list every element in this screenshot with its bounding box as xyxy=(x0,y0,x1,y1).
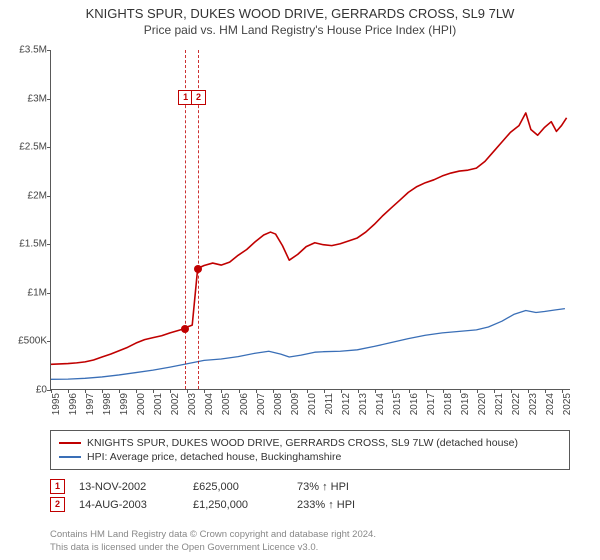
x-axis-label: 2010 xyxy=(307,393,318,415)
legend-row: HPI: Average price, detached house, Buck… xyxy=(59,451,561,463)
x-axis-label: 1999 xyxy=(119,393,130,415)
x-axis-label: 2022 xyxy=(511,393,522,415)
y-axis-label: £1.5M xyxy=(19,239,47,250)
sale-index-box: 2 xyxy=(50,497,65,512)
y-axis-label: £3.5M xyxy=(19,45,47,56)
chart-container: { "chart": { "type": "line", "title": "K… xyxy=(0,0,600,560)
sale-point xyxy=(181,325,189,333)
x-axis-label: 2012 xyxy=(341,393,352,415)
x-axis-label: 2000 xyxy=(136,393,147,415)
sale-price: £625,000 xyxy=(193,481,283,493)
y-axis-label: £0 xyxy=(36,385,47,396)
chart-title: KNIGHTS SPUR, DUKES WOOD DRIVE, GERRARDS… xyxy=(0,6,600,21)
chart-titles: KNIGHTS SPUR, DUKES WOOD DRIVE, GERRARDS… xyxy=(0,0,600,37)
footer-attribution: Contains HM Land Registry data © Crown c… xyxy=(50,529,570,554)
legend-box: KNIGHTS SPUR, DUKES WOOD DRIVE, GERRARDS… xyxy=(50,430,570,470)
y-tick xyxy=(47,196,51,197)
legend-label: KNIGHTS SPUR, DUKES WOOD DRIVE, GERRARDS… xyxy=(87,437,518,449)
legend-label: HPI: Average price, detached house, Buck… xyxy=(87,451,341,463)
x-axis-label: 2021 xyxy=(494,393,505,415)
legend-swatch xyxy=(59,456,81,458)
x-axis-label: 2005 xyxy=(221,393,232,415)
y-axis-label: £1M xyxy=(28,287,47,298)
x-axis-label: 1996 xyxy=(68,393,79,415)
x-axis-label: 2015 xyxy=(392,393,403,415)
sale-marker-label: 2 xyxy=(191,90,206,105)
y-tick xyxy=(47,244,51,245)
x-axis-label: 2001 xyxy=(153,393,164,415)
x-axis-label: 2023 xyxy=(528,393,539,415)
x-axis-label: 2024 xyxy=(545,393,556,415)
sale-point xyxy=(194,265,202,273)
x-axis-label: 2008 xyxy=(273,393,284,415)
legend-row: KNIGHTS SPUR, DUKES WOOD DRIVE, GERRARDS… xyxy=(59,437,561,449)
sale-row: 1 13-NOV-2002 £625,000 73% ↑ HPI xyxy=(50,479,570,494)
sale-date: 14-AUG-2003 xyxy=(79,499,179,511)
y-axis-label: £3M xyxy=(28,93,47,104)
x-axis-label: 2016 xyxy=(409,393,420,415)
series-line-hpi xyxy=(51,309,565,380)
chart-subtitle: Price paid vs. HM Land Registry's House … xyxy=(0,23,600,37)
x-axis-label: 1998 xyxy=(102,393,113,415)
sales-table: 1 13-NOV-2002 £625,000 73% ↑ HPI 2 14-AUG-200… xyxy=(50,476,570,515)
x-axis-label: 2017 xyxy=(426,393,437,415)
footer-line-1: Contains HM Land Registry data © Crown c… xyxy=(50,529,570,541)
x-axis-label: 2014 xyxy=(375,393,386,415)
x-axis-label: 2013 xyxy=(358,393,369,415)
y-axis-label: £2M xyxy=(28,190,47,201)
x-axis-label: 2004 xyxy=(204,393,215,415)
x-axis-label: 2009 xyxy=(290,393,301,415)
y-tick xyxy=(47,341,51,342)
x-axis-label: 2011 xyxy=(324,393,335,415)
y-tick xyxy=(47,99,51,100)
x-axis-label: 1995 xyxy=(51,393,62,415)
y-tick xyxy=(47,293,51,294)
x-axis-label: 2018 xyxy=(443,393,454,415)
chart-lines xyxy=(51,50,570,389)
x-axis-label: 2007 xyxy=(256,393,267,415)
x-axis-label: 2020 xyxy=(477,393,488,415)
x-axis-label: 1997 xyxy=(85,393,96,415)
sale-row: 2 14-AUG-2003 £1,250,000 233% ↑ HPI xyxy=(50,497,570,512)
y-axis-label: £500K xyxy=(18,336,47,347)
plot-area: £0£500K£1M£1.5M£2M£2.5M£3M£3.5M199519961… xyxy=(50,50,570,390)
sale-index-box: 1 xyxy=(50,479,65,494)
sale-hpi-delta: 73% ↑ HPI xyxy=(297,481,397,493)
sale-hpi-delta: 233% ↑ HPI xyxy=(297,499,397,511)
x-axis-label: 2025 xyxy=(562,393,573,415)
x-axis-label: 2003 xyxy=(187,393,198,415)
x-axis-label: 2019 xyxy=(460,393,471,415)
sale-price: £1,250,000 xyxy=(193,499,283,511)
y-tick xyxy=(47,50,51,51)
x-axis-label: 2006 xyxy=(239,393,250,415)
footer-line-2: This data is licensed under the Open Gov… xyxy=(50,542,570,554)
legend-swatch xyxy=(59,442,81,444)
y-tick xyxy=(47,147,51,148)
x-axis-label: 2002 xyxy=(170,393,181,415)
sale-date: 13-NOV-2002 xyxy=(79,481,179,493)
y-axis-label: £2.5M xyxy=(19,142,47,153)
